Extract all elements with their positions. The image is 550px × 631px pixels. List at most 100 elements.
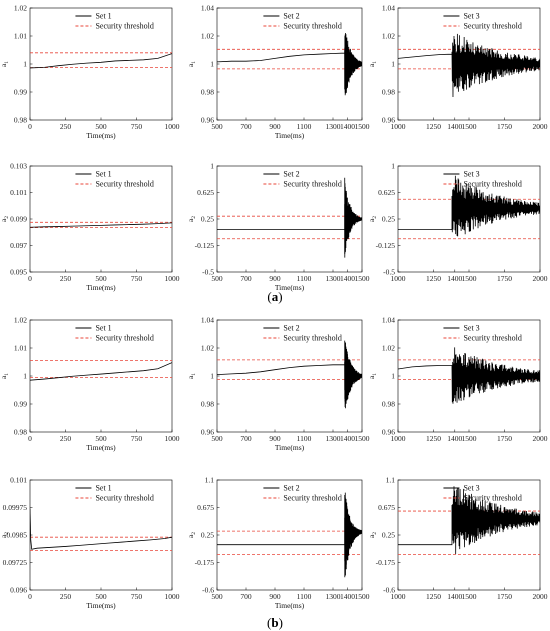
x-tick-label: 1400 xyxy=(447,274,462,283)
y-tick-label: 0.675 xyxy=(197,503,214,512)
y-tick-label: 0.096 xyxy=(10,586,27,595)
x-tick-label: 0 xyxy=(28,592,32,601)
y-tick-label: 0.09975 xyxy=(3,503,28,512)
y-tick-label: 0.101 xyxy=(10,188,27,197)
x-tick-label: 1750 xyxy=(497,592,512,601)
legend-series-label: Set 1 xyxy=(95,12,111,21)
y-tick-label: 0.98 xyxy=(14,428,27,437)
y-axis-label: a1 xyxy=(186,373,197,379)
y-axis-label: a1 xyxy=(367,373,378,379)
chart-b-3: 1000 1250 1400 1500 1750 2000 0.96 0.98 1 1.02 1.0… xyxy=(367,316,548,444)
chart-b-5: 500 700 900 1100 1300 1400 1500 -0.6 -0.175 0.25 0… xyxy=(186,476,370,611)
plot-area xyxy=(30,360,172,381)
y-tick-label: 1 xyxy=(210,162,214,171)
y-tick-label: -0.5 xyxy=(383,268,395,277)
x-tick-label: 1400 xyxy=(340,274,355,283)
legend-series-label: Set 3 xyxy=(463,12,479,21)
x-axis-label: Time(ms) xyxy=(275,443,305,452)
y-axis-label: a2 xyxy=(367,532,378,538)
x-tick-label: 1250 xyxy=(426,592,441,601)
x-tick-label: 1300 xyxy=(326,592,341,601)
series-line xyxy=(30,508,172,550)
plot-area xyxy=(217,492,362,578)
legend-series-label: Set 2 xyxy=(283,324,299,333)
panel-label-a: (a) xyxy=(267,289,282,304)
x-tick-label: 900 xyxy=(269,592,281,601)
x-tick-label: 1400 xyxy=(447,434,462,443)
x-tick-label: 2000 xyxy=(533,434,548,443)
series-line xyxy=(217,32,362,96)
x-tick-label: 1500 xyxy=(355,434,370,443)
x-tick-label: 750 xyxy=(131,274,143,283)
legend-threshold-label: Security threshold xyxy=(463,180,521,189)
legend-series-label: Set 2 xyxy=(283,484,299,493)
series-line xyxy=(398,486,540,555)
x-tick-label: 500 xyxy=(95,274,107,283)
x-tick-label: 1400 xyxy=(340,122,355,131)
x-tick-label: 500 xyxy=(211,274,223,283)
x-tick-label: 1500 xyxy=(355,592,370,601)
y-tick-label: 0.98 xyxy=(201,88,214,97)
series-line xyxy=(398,175,540,237)
y-tick-label: 0.98 xyxy=(201,400,214,409)
x-tick-label: 1250 xyxy=(426,122,441,131)
x-tick-label: 2000 xyxy=(533,122,548,131)
y-tick-label: 0.25 xyxy=(201,215,214,224)
y-tick-label: 0.099 xyxy=(10,215,27,224)
x-tick-label: 500 xyxy=(211,122,223,131)
legend-series-label: Set 3 xyxy=(463,170,479,179)
x-tick-label: 700 xyxy=(240,592,252,601)
x-axis-label: Time(ms) xyxy=(86,283,116,292)
x-tick-label: 700 xyxy=(240,434,252,443)
series-line xyxy=(217,177,362,258)
x-tick-label: 1000 xyxy=(391,434,406,443)
x-tick-label: 750 xyxy=(131,592,143,601)
legend-threshold-label: Security threshold xyxy=(283,494,341,503)
y-tick-label: 1 xyxy=(391,372,395,381)
y-tick-label: 1.02 xyxy=(14,4,27,13)
y-tick-label: 1 xyxy=(391,162,395,171)
plot-area xyxy=(217,340,362,409)
x-tick-label: 500 xyxy=(211,434,223,443)
y-tick-label: 1.02 xyxy=(14,316,27,325)
x-axis-label: Time(ms) xyxy=(86,131,116,140)
x-tick-label: 1400 xyxy=(447,122,462,131)
x-tick-label: 1500 xyxy=(462,434,477,443)
y-axis-label: a1 xyxy=(367,61,378,67)
y-axis-label: a1 xyxy=(0,373,10,379)
x-tick-label: 1750 xyxy=(497,274,512,283)
y-tick-label: 0.675 xyxy=(378,503,395,512)
x-tick-label: 2000 xyxy=(533,592,548,601)
y-tick-label: 1 xyxy=(210,372,214,381)
y-tick-label: 0.99 xyxy=(14,400,27,409)
x-tick-label: 1000 xyxy=(165,274,180,283)
y-tick-label: 0.96 xyxy=(382,428,395,437)
x-tick-label: 2000 xyxy=(533,274,548,283)
y-tick-label: -0.6 xyxy=(383,586,395,595)
y-tick-label: -0.175 xyxy=(376,558,396,567)
y-axis-label: a2 xyxy=(367,216,378,222)
legend-series-label: Set 1 xyxy=(95,484,111,493)
legend-threshold-label: Security threshold xyxy=(283,334,341,343)
x-tick-label: 500 xyxy=(211,592,223,601)
y-tick-label: 1.04 xyxy=(201,4,214,13)
x-tick-label: 700 xyxy=(240,122,252,131)
series-line xyxy=(217,492,362,578)
x-tick-label: 1000 xyxy=(391,274,406,283)
y-tick-label: 0.097 xyxy=(10,241,27,250)
y-axis-label: a1 xyxy=(186,61,197,67)
x-tick-label: 1750 xyxy=(497,122,512,131)
y-tick-label: -0.125 xyxy=(376,241,396,250)
plot-area xyxy=(30,508,172,551)
y-tick-label: 1 xyxy=(23,60,27,69)
x-tick-label: 700 xyxy=(240,274,252,283)
y-axis-label: a2 xyxy=(0,532,10,538)
chart-a-4: 0 250 500 750 1000 0.095 0.097 0.099 0.101 0.103 T… xyxy=(0,162,180,293)
x-axis-label: Time(ms) xyxy=(275,283,305,292)
x-tick-label: 1300 xyxy=(326,434,341,443)
y-tick-label: 0.095 xyxy=(10,268,27,277)
y-tick-label: 1.02 xyxy=(382,344,395,353)
plot-area xyxy=(30,221,172,229)
y-tick-label: 0.101 xyxy=(10,476,27,485)
y-tick-label: 1 xyxy=(210,60,214,69)
